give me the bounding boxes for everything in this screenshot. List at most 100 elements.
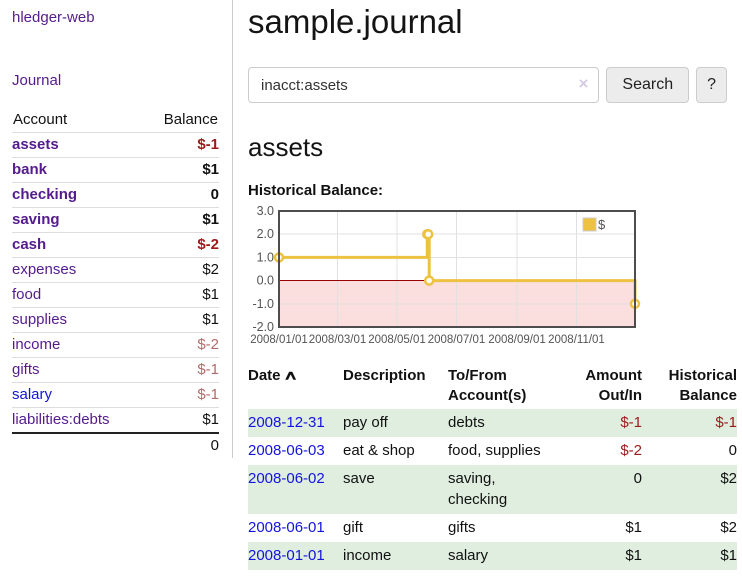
register-header-date[interactable]: Date ∧	[248, 365, 343, 409]
register-cell-accounts: salary	[448, 547, 489, 564]
svg-text:1.0: 1.0	[257, 250, 274, 264]
account-row: cash $-2	[12, 232, 219, 258]
register-header-balance: Historical Balance	[668, 367, 737, 404]
account-link[interactable]: income	[12, 336, 61, 353]
account-link[interactable]: bank	[12, 161, 48, 178]
account-row: food $1	[12, 282, 219, 308]
account-link[interactable]: gifts	[12, 361, 40, 378]
register-cell-date: 2008-06-02	[248, 465, 343, 514]
transaction-date-link[interactable]: 2008-06-02	[248, 470, 325, 487]
register-header-accounts: To/From Account(s)	[448, 367, 527, 404]
svg-text:2008/01/01: 2008/01/01	[250, 334, 308, 346]
register-row: 2008-12-31 pay off debts $-1 $-1	[248, 409, 737, 437]
chart-title: Historical Balance:	[248, 182, 384, 199]
register-cell-accounts: saving, checking	[448, 470, 508, 508]
register-cell-description: gift	[343, 519, 364, 536]
register-row: 2008-01-01 income salary $1 $1	[248, 542, 737, 570]
register-table: Date ∧ Description To/From Account(s) Amo…	[248, 365, 737, 570]
transaction-date-link[interactable]: 2008-06-03	[248, 442, 325, 459]
account-link[interactable]: salary	[12, 386, 53, 403]
account-link[interactable]: expenses	[12, 261, 77, 278]
accounts-table: Account Balance assets $-1 bank $1 checking 0…	[12, 108, 219, 458]
register-cell-balance: $2	[720, 470, 737, 487]
transaction-date-link[interactable]: 2008-12-31	[248, 414, 325, 431]
register-cell-accounts: food, supplies	[448, 442, 541, 459]
register-row: 2008-06-01 gift gifts $1 $2	[248, 514, 737, 542]
register-cell-accounts: gifts	[448, 519, 476, 536]
register-cell-date: 2008-06-03	[248, 437, 343, 465]
register-cell-amount: $-1	[620, 414, 642, 431]
accounts-total-value: 0	[143, 432, 219, 458]
account-balance: $1	[202, 161, 219, 178]
account-link[interactable]: saving	[12, 211, 60, 228]
register-cell-balance: 0	[728, 442, 737, 459]
account-row: gifts $-1	[12, 357, 219, 383]
register-cell-description: income	[343, 547, 392, 564]
accounts-header-balance: Balance	[163, 111, 218, 128]
account-balance: $2	[202, 261, 219, 278]
account-link[interactable]: supplies	[12, 311, 68, 328]
account-link[interactable]: checking	[12, 186, 78, 203]
svg-text:$: $	[598, 217, 606, 232]
account-link[interactable]: food	[12, 286, 42, 303]
register-cell-amount: $1	[625, 519, 642, 536]
register-cell-date: 2008-12-31	[248, 409, 343, 437]
register-cell-balance: $1	[720, 547, 737, 564]
account-balance: $-1	[197, 136, 219, 153]
register-cell-accounts: debts	[448, 414, 485, 431]
account-balance: $-1	[197, 386, 219, 403]
account-link[interactable]: assets	[12, 136, 59, 153]
historical-balance-chart: $3.0 2.0 1.0 0.0 -1.0 -2.0 2008/01/01 2008/03/0…	[248, 204, 710, 350]
sort-ascending-icon: ∧	[282, 368, 298, 383]
search-button[interactable]: Search	[606, 67, 690, 103]
search-bar: × Search ?	[248, 67, 727, 103]
account-row: salary $-1	[12, 382, 219, 408]
account-balance: $-2	[197, 336, 219, 353]
transaction-date-link[interactable]: 2008-06-01	[248, 519, 325, 536]
register-cell-balance: $2	[720, 519, 737, 536]
account-balance: $1	[202, 211, 219, 228]
accounts-total-spacer	[12, 432, 144, 458]
svg-text:-2.0: -2.0	[252, 320, 274, 334]
register-row: 2008-06-02 save saving, checking 0 $2	[248, 465, 737, 514]
accounts-header-account: Account	[13, 111, 68, 128]
account-balance: 0	[210, 186, 219, 203]
sidebar: hledger-web Journal Account Balance asse…	[0, 0, 233, 458]
account-balance: $-2	[197, 236, 219, 253]
page-title: sample.journal	[248, 3, 463, 40]
account-row: expenses $2	[12, 257, 219, 283]
register-cell-balance: $-1	[715, 414, 737, 431]
register-header-date-label: Date	[248, 367, 281, 384]
register-header-row: Date ∧ Description To/From Account(s) Amo…	[248, 365, 737, 409]
svg-text:2.0: 2.0	[257, 227, 274, 241]
search-input[interactable]	[248, 67, 600, 103]
register-row: 2008-06-03 eat & shop food, supplies $-2 0	[248, 437, 737, 465]
account-row: assets $-1	[12, 133, 219, 158]
register-header-description: Description	[343, 367, 426, 384]
svg-text:2008/11/01: 2008/11/01	[548, 334, 605, 346]
app: hledger-web Journal Account Balance asse…	[0, 0, 737, 570]
svg-text:-1.0: -1.0	[252, 297, 274, 311]
brand-link[interactable]: hledger-web	[12, 9, 95, 26]
main-content: sample.journal × Search ? assets Histori…	[233, 0, 737, 570]
account-link[interactable]: liabilities:debts	[12, 411, 110, 428]
account-row: income $-2	[12, 332, 219, 358]
register-cell-description: eat & shop	[343, 442, 415, 459]
accounts-total-row: 0	[12, 432, 219, 458]
svg-text:0.0: 0.0	[257, 274, 274, 288]
sidebar-item-journal[interactable]: Journal	[12, 72, 62, 89]
svg-text:2008/03/01: 2008/03/01	[309, 334, 367, 346]
transaction-date-link[interactable]: 2008-01-01	[248, 547, 325, 564]
register-cell-description: pay off	[343, 414, 388, 431]
svg-text:2008/05/01: 2008/05/01	[368, 334, 426, 346]
register-header-amount: Amount Out/In	[585, 367, 642, 404]
svg-text:2008/07/01: 2008/07/01	[428, 334, 486, 346]
clear-search-icon[interactable]: ×	[578, 74, 589, 93]
register-cell-amount: 0	[633, 470, 642, 487]
register-cell-date: 2008-06-01	[248, 514, 343, 542]
account-link[interactable]: cash	[12, 236, 47, 253]
account-row: supplies $1	[12, 307, 219, 333]
account-row: saving $1	[12, 207, 219, 233]
account-balance: $1	[202, 311, 219, 328]
help-button[interactable]: ?	[696, 67, 727, 103]
